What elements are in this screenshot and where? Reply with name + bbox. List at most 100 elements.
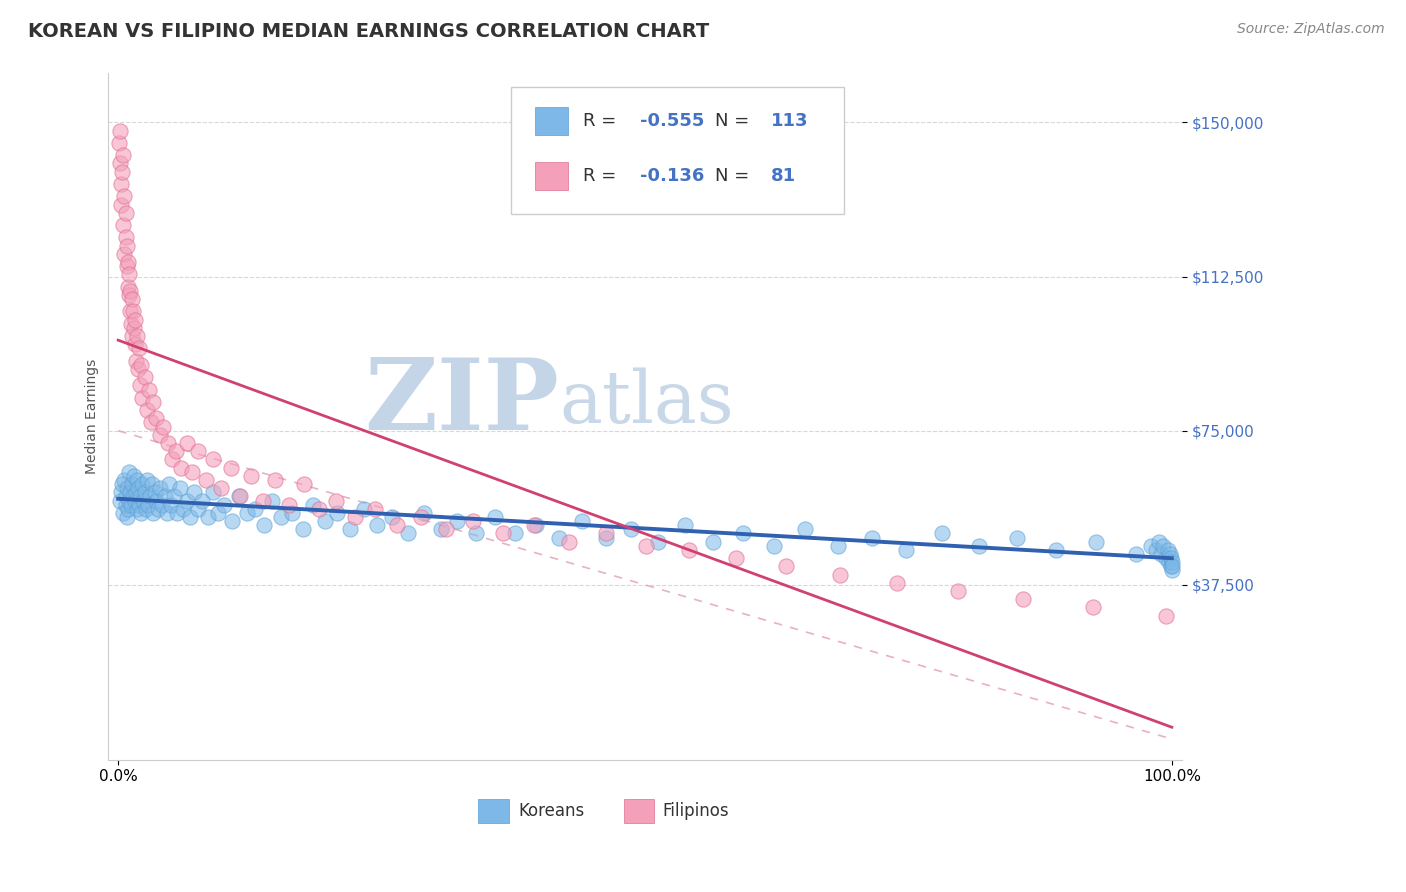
Point bbox=[135, 403, 157, 417]
Point bbox=[281, 506, 304, 520]
Point bbox=[339, 522, 361, 536]
Point bbox=[142, 395, 165, 409]
Point bbox=[212, 498, 235, 512]
Point bbox=[896, 542, 918, 557]
Point bbox=[1005, 531, 1028, 545]
Point bbox=[1157, 555, 1180, 569]
Point bbox=[118, 268, 141, 282]
Point bbox=[118, 288, 141, 302]
Point bbox=[139, 416, 162, 430]
Point bbox=[595, 526, 617, 541]
Point bbox=[1084, 534, 1107, 549]
Point bbox=[429, 522, 451, 536]
Point bbox=[152, 419, 174, 434]
Point bbox=[931, 526, 953, 541]
Point bbox=[1147, 534, 1170, 549]
Point bbox=[387, 518, 409, 533]
Point bbox=[135, 501, 157, 516]
Point bbox=[110, 177, 132, 191]
Point bbox=[114, 247, 136, 261]
Point bbox=[165, 444, 187, 458]
Point bbox=[1144, 542, 1167, 557]
Point bbox=[157, 477, 180, 491]
Point bbox=[492, 526, 515, 541]
Point bbox=[166, 506, 188, 520]
Point bbox=[118, 304, 141, 318]
Point bbox=[264, 473, 287, 487]
Point bbox=[115, 238, 138, 252]
Point bbox=[484, 510, 506, 524]
Point bbox=[1156, 542, 1178, 557]
Y-axis label: Median Earnings: Median Earnings bbox=[86, 359, 100, 474]
Point bbox=[967, 539, 990, 553]
Point bbox=[114, 230, 136, 244]
Text: atlas: atlas bbox=[560, 368, 734, 438]
Point bbox=[114, 189, 136, 203]
Point bbox=[620, 522, 643, 536]
Point bbox=[302, 498, 325, 512]
Point bbox=[364, 501, 387, 516]
Point bbox=[136, 498, 159, 512]
Point bbox=[163, 490, 186, 504]
Point bbox=[131, 477, 153, 491]
Text: N =: N = bbox=[714, 167, 755, 185]
Point bbox=[827, 539, 849, 553]
Point bbox=[409, 510, 432, 524]
Point bbox=[112, 218, 135, 232]
Point bbox=[125, 485, 148, 500]
Point bbox=[326, 506, 349, 520]
Point bbox=[308, 501, 330, 516]
Point bbox=[134, 370, 156, 384]
Point bbox=[1160, 551, 1182, 566]
Point bbox=[235, 506, 257, 520]
Point bbox=[145, 411, 167, 425]
Point bbox=[634, 539, 657, 553]
Point bbox=[117, 255, 139, 269]
Point bbox=[724, 551, 747, 566]
Point bbox=[139, 490, 162, 504]
Point bbox=[152, 498, 174, 512]
Point bbox=[229, 490, 252, 504]
Text: -0.136: -0.136 bbox=[640, 167, 704, 185]
Point bbox=[1012, 592, 1035, 607]
Point bbox=[127, 362, 149, 376]
Point bbox=[1154, 608, 1177, 623]
Point bbox=[1081, 600, 1104, 615]
Point bbox=[145, 493, 167, 508]
Point bbox=[946, 584, 969, 599]
Point bbox=[156, 436, 179, 450]
Point bbox=[1154, 551, 1177, 566]
Point bbox=[122, 304, 145, 318]
Text: Koreans: Koreans bbox=[519, 802, 585, 820]
Point bbox=[112, 148, 135, 162]
Point bbox=[134, 485, 156, 500]
Point bbox=[1160, 559, 1182, 574]
Text: 81: 81 bbox=[770, 167, 796, 185]
Point bbox=[207, 506, 229, 520]
Point bbox=[1159, 547, 1181, 561]
Point bbox=[124, 312, 146, 326]
Point bbox=[118, 465, 141, 479]
Point bbox=[127, 481, 149, 495]
Point bbox=[292, 477, 315, 491]
Point bbox=[127, 329, 149, 343]
Point bbox=[353, 501, 375, 516]
Point bbox=[794, 522, 817, 536]
Point bbox=[860, 531, 883, 545]
Point bbox=[114, 206, 136, 220]
Text: R =: R = bbox=[582, 167, 621, 185]
Point bbox=[381, 510, 404, 524]
Point bbox=[122, 490, 145, 504]
Point bbox=[125, 353, 148, 368]
Point bbox=[115, 481, 138, 495]
Point bbox=[131, 391, 153, 405]
Point bbox=[111, 164, 134, 178]
Point bbox=[277, 498, 299, 512]
Point bbox=[112, 506, 135, 520]
Point bbox=[148, 501, 170, 516]
Point bbox=[463, 514, 485, 528]
Text: Source: ZipAtlas.com: Source: ZipAtlas.com bbox=[1237, 22, 1385, 37]
Point bbox=[149, 427, 172, 442]
Point bbox=[181, 465, 204, 479]
Point bbox=[366, 518, 388, 533]
